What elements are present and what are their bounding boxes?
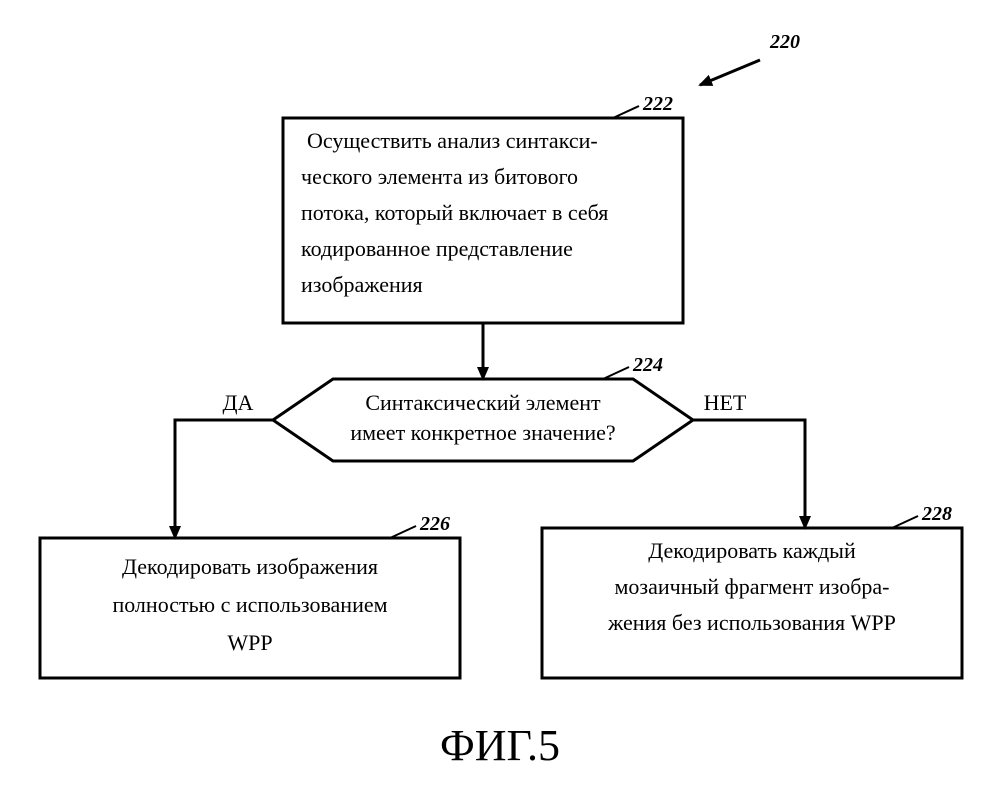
figure-pointer-arrow xyxy=(700,60,760,85)
ref-222: 222 xyxy=(642,93,673,115)
node-n222-line-3: кодированное представление xyxy=(301,236,573,261)
node-n222: 222 Осуществить анализ синтакси-ческого э… xyxy=(283,93,683,323)
node-n224-line-1: имеет конкретное значение? xyxy=(350,420,615,445)
edge-label-2: НЕТ xyxy=(704,390,747,415)
node-n222-line-0: Осуществить анализ синтакси- xyxy=(307,128,598,153)
edge-2: НЕТ xyxy=(693,390,805,528)
node-n222-line-1: ческого элемента из битового xyxy=(301,164,578,189)
node-n222-line-2: потока, который включает в себя xyxy=(301,200,608,225)
edge-label-1: ДА xyxy=(223,390,254,415)
ref-228: 228 xyxy=(921,503,952,525)
node-n228: 228 Декодировать каждый мозаичный фрагмент… xyxy=(542,503,962,678)
flowchart-figure: 220 222 Осуществить анализ синтакси-ческог… xyxy=(0,0,999,786)
node-n228-line-2: жения без использования WPP xyxy=(607,610,896,635)
edge-1: ДА xyxy=(175,390,273,538)
figure-caption: ФИГ.5 xyxy=(440,721,560,770)
node-n224-line-0: Синтаксический элемент xyxy=(365,390,601,415)
node-n228-line-1: мозаичный фрагмент изобра- xyxy=(615,574,890,599)
node-n226-line-0: Декодировать изображения xyxy=(122,554,378,579)
node-n226: 226 Декодировать изображения полностью с и… xyxy=(40,513,460,678)
node-n226-line-1: полностью с использованием xyxy=(112,592,387,617)
node-n222-line-4: изображения xyxy=(301,272,423,297)
ref-226: 226 xyxy=(419,513,450,535)
ref-220: 220 xyxy=(769,31,800,53)
node-n228-line-0: Декодировать каждый xyxy=(648,538,856,563)
ref-224: 224 xyxy=(632,354,663,376)
node-n226-line-2: WPP xyxy=(227,630,272,655)
